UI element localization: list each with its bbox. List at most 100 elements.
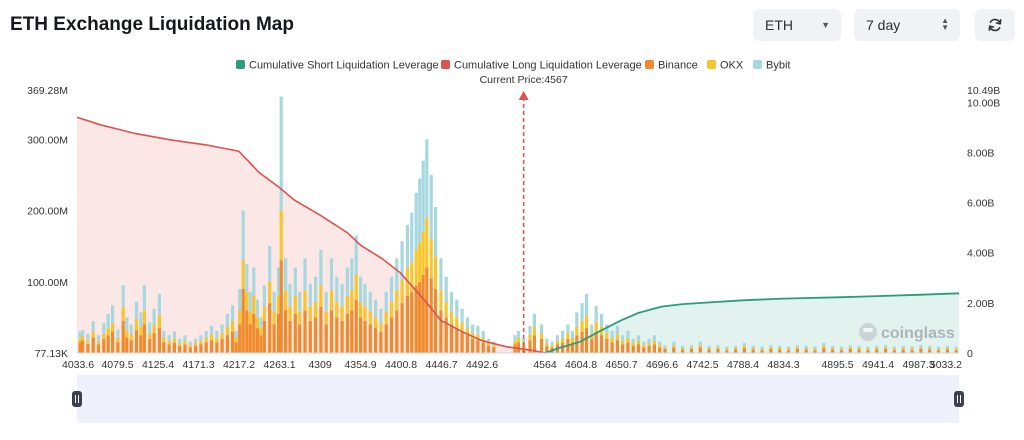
bar-okx [379,323,383,332]
bar-binance [319,306,323,353]
bar-bybit [395,258,399,291]
bar-okx [96,340,101,345]
bar-okx [209,334,214,341]
x-tick-label: 4033.6 [62,359,94,371]
bar-binance [539,338,544,353]
y-left-tick-label: 300.00M [27,134,68,146]
bar-okx [279,210,283,261]
bar-binance [121,321,125,353]
bar-bybit [418,178,422,243]
bar-binance [220,338,224,353]
bar-bybit [813,346,817,349]
bar-binance [78,342,82,353]
current-price-label: Current Price:4567 [480,74,568,86]
bar-bybit [142,285,146,311]
bar-okx [636,340,641,345]
bar-binance [374,328,378,353]
bar-okx [621,340,625,345]
bar-bybit [481,330,485,338]
asset-select[interactable]: ETH ▼ [753,9,841,41]
bar-bybit [769,345,773,348]
bar-okx [220,333,224,339]
bar-okx [238,310,242,325]
bar-binance [647,345,651,353]
bar-bybit [734,345,738,348]
bar-binance [288,321,292,353]
long-cumulative-area [77,117,545,353]
bar-okx [215,338,219,343]
bar-bybit [575,312,579,327]
bar-bybit [716,345,720,348]
bar-binance [892,350,896,353]
x-tick-label: 4400.8 [385,359,417,371]
bar-bybit [465,317,469,329]
bar-bybit [610,330,614,338]
bar-okx [570,338,574,343]
bar-binance [642,347,646,353]
bar-bybit [429,175,433,240]
legend-label-1: Cumulative Long Liquidation Leverage [454,60,642,72]
bar-bybit [421,160,425,232]
bar-binance [621,344,625,353]
bar-binance [672,347,676,353]
bar-binance [194,345,198,353]
bar-okx [550,345,554,348]
bar-binance [183,344,187,353]
bar-bybit [689,345,694,348]
bar-okx [231,321,235,332]
bar-binance [400,303,404,353]
bar-bybit [539,324,544,333]
bar-binance [268,303,272,353]
bar-okx [395,290,399,311]
bar-okx [354,274,358,300]
y-right-tick-label: 6.00B [967,198,994,210]
bar-bybit [460,308,464,323]
bar-binance [610,342,614,353]
bar-okx [252,296,256,314]
bar-binance [481,342,485,353]
period-select[interactable]: 7 day ▲ ▼ [854,9,960,41]
bar-okx [822,345,826,348]
bar-okx [329,290,334,311]
bar-okx [769,347,773,349]
bar-binance [584,328,589,353]
bar-okx [298,311,302,325]
bar-bybit [590,324,594,333]
bar-okx [804,348,808,350]
range-slider-track[interactable] [77,375,959,423]
bar-okx [492,345,496,348]
bar-okx [139,326,143,336]
period-select-value: 7 day [866,17,901,33]
bar-bybit [910,346,914,349]
bar-okx [444,301,448,318]
bar-okx [778,348,782,350]
bar-binance [742,348,746,353]
bar-binance [831,349,835,353]
bar-okx [194,343,198,346]
bar-okx [742,345,746,348]
bar-okx [476,334,480,341]
y-right-tick-label: 0 [967,348,973,360]
bar-binance [658,347,662,353]
bar-bybit [831,345,835,348]
bar-bybit [786,346,791,349]
bar-binance [528,340,532,353]
legend-swatch-2 [645,60,654,69]
bar-okx [259,328,263,336]
bar-binance [259,335,263,353]
refresh-button[interactable] [975,9,1015,41]
bar-okx [658,345,662,348]
current-price-arrow-icon [518,91,529,100]
legend-swatch-1 [441,60,450,69]
range-slider-right-handle[interactable] [954,391,964,407]
bar-binance [516,342,521,353]
x-tick-label: 4788.4 [727,359,759,371]
bar-binance [652,344,656,353]
range-slider-left-handle[interactable] [72,391,82,407]
bar-okx [199,340,203,345]
bar-okx [786,348,791,351]
bar-binance [795,348,799,353]
bar-bybit [303,258,307,291]
bar-okx [945,348,949,350]
bar-okx [689,347,694,349]
